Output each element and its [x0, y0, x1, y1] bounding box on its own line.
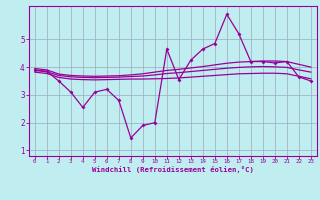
X-axis label: Windchill (Refroidissement éolien,°C): Windchill (Refroidissement éolien,°C)	[92, 166, 254, 173]
